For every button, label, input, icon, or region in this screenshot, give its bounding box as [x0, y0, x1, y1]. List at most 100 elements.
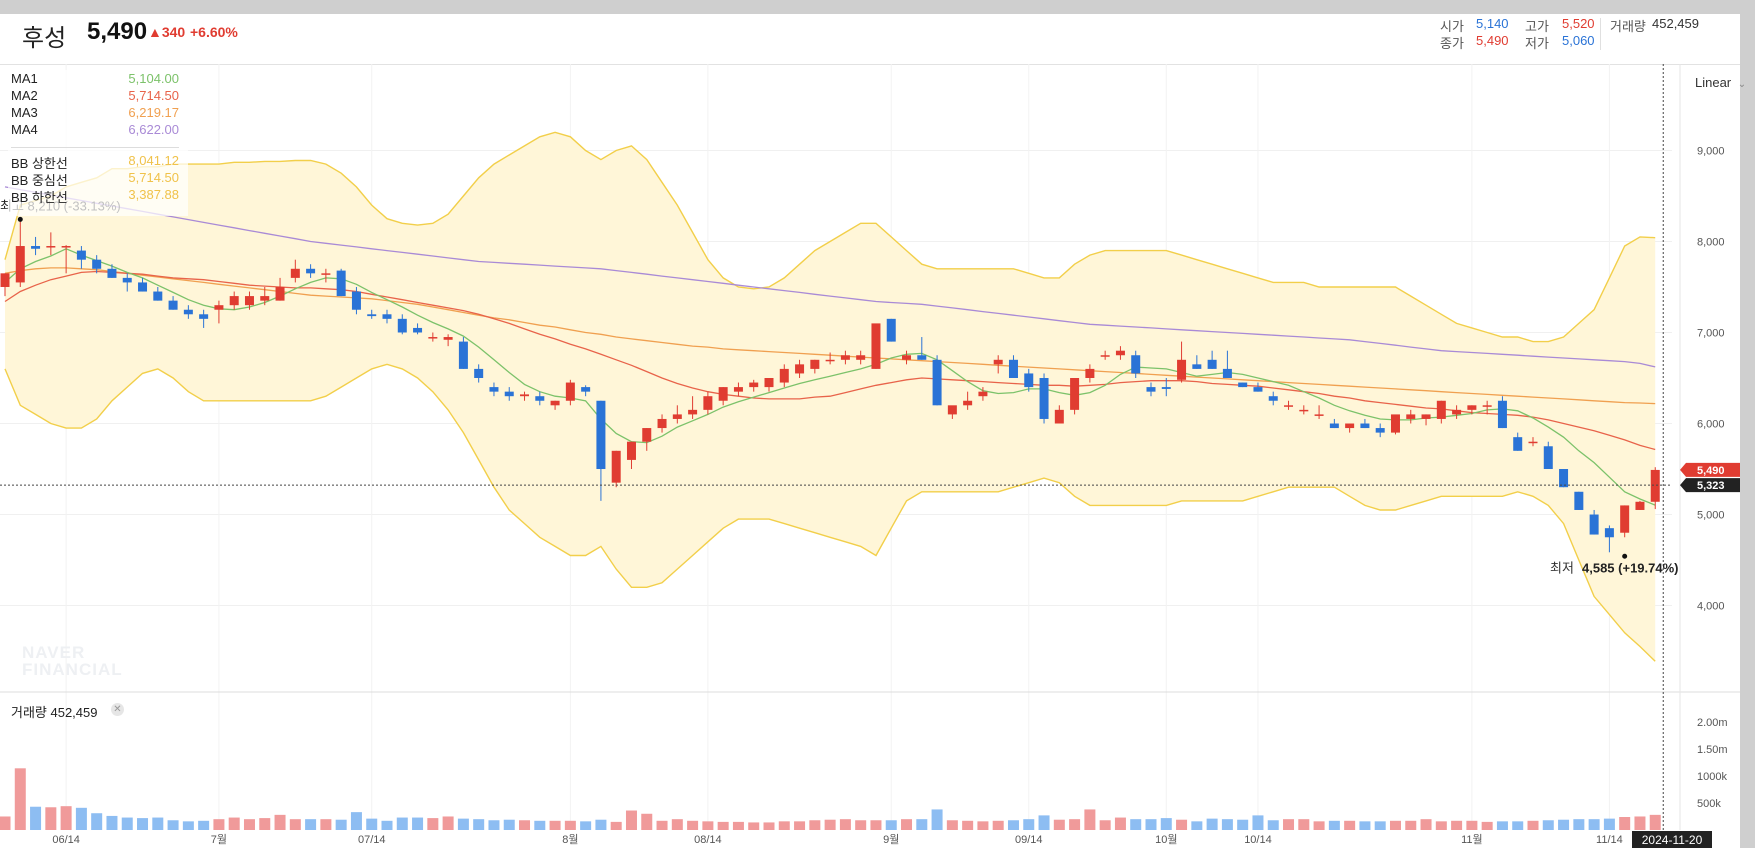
candle-body: [932, 359, 942, 406]
candle-body: [321, 273, 331, 275]
quote-divider: [1600, 18, 1601, 50]
volume-bar: [75, 807, 87, 830]
volume-bar: [717, 821, 729, 830]
volume-bar: [396, 817, 408, 830]
volume-bar: [641, 813, 653, 830]
candle-body: [290, 268, 300, 278]
candle-body: [565, 382, 575, 401]
volume-bar: [289, 819, 301, 830]
candle-body: [1528, 441, 1538, 444]
crosshair-price-tag-label: 5,323: [1697, 480, 1725, 492]
volume-bar: [1558, 819, 1570, 830]
volume-bar: [1206, 818, 1218, 830]
max-marker: [17, 216, 23, 222]
volume-bar: [320, 819, 332, 830]
candle-body: [1253, 387, 1263, 392]
candle-body: [1360, 423, 1370, 429]
volume-bar: [412, 817, 424, 830]
candle-body: [581, 387, 591, 392]
close-icon[interactable]: ✕: [111, 703, 124, 716]
volume-bar: [1084, 809, 1096, 830]
candle-body: [871, 323, 881, 369]
volume-bar: [1007, 820, 1019, 830]
volume-tick-label: 1000k: [1697, 771, 1727, 783]
candle-body: [840, 355, 850, 360]
quote-header: 후성 5,490 ▲340 +6.60% 시가 5,140 고가 5,520 거…: [0, 14, 1740, 65]
volume-bar: [1527, 820, 1539, 830]
volume-bar: [137, 818, 149, 830]
volume-bar: [610, 821, 622, 830]
volume-bar: [1619, 817, 1631, 830]
candle-body: [76, 250, 86, 260]
candle-body: [764, 378, 774, 388]
chevron-down-icon: ⌄: [1737, 79, 1747, 90]
volume-bar: [656, 820, 668, 830]
candle-body: [1497, 400, 1507, 429]
candle-body: [779, 368, 789, 383]
open-label: 시가: [1440, 19, 1464, 34]
price-change: ▲340: [148, 24, 186, 40]
volume-bar: [1114, 817, 1126, 830]
ma4-line: [4, 186, 1656, 368]
volume-bar: [427, 818, 439, 830]
candle-body: [229, 296, 239, 306]
volume-pane-label: 거래량 452,459: [11, 705, 98, 720]
candle-body: [1421, 414, 1431, 419]
bb-lower-line: [4, 363, 1656, 662]
candle-body: [1008, 359, 1018, 378]
date-tick-label: 11/14: [1596, 834, 1623, 846]
volume-bar: [1328, 820, 1340, 830]
candle-body: [688, 409, 698, 415]
candle-body: [138, 282, 148, 292]
date-tick-label: 11월: [1461, 833, 1483, 846]
volume-bar: [1191, 821, 1203, 830]
open-value: 5,140: [1476, 16, 1509, 31]
volume-tick-label: 1.50m: [1697, 744, 1728, 756]
candle-body: [1177, 359, 1187, 380]
candle-body: [1589, 514, 1599, 535]
indicator-legend: [8, 70, 188, 216]
volume-bar: [885, 820, 897, 830]
candle-body: [199, 314, 209, 319]
candle-body: [1070, 378, 1080, 410]
volume-bar: [0, 816, 11, 830]
legend-bb-lower: BB 하한선 3,387.88: [11, 187, 179, 205]
volume-bar: [1496, 821, 1508, 830]
candle-body: [1345, 423, 1355, 429]
volume-bar: [182, 821, 194, 830]
candle-body: [1436, 400, 1446, 419]
volume-bar: [243, 819, 255, 830]
volume-bar: [1237, 819, 1249, 830]
legend-ma1: MA1 5,104.00: [11, 71, 179, 86]
candle-body: [1543, 446, 1553, 470]
candle-body: [306, 268, 316, 274]
candle-body: [1161, 387, 1171, 389]
candle-body: [1131, 355, 1141, 374]
volume-bar: [1313, 821, 1325, 830]
candle-body: [825, 359, 835, 362]
volume-bar: [977, 821, 989, 830]
volume-bar: [916, 819, 928, 830]
candle-body: [810, 359, 820, 369]
candle-body: [214, 305, 224, 310]
scale-dropdown[interactable]: Linear ⌄: [1695, 75, 1747, 90]
price-tick-label: 7,000: [1697, 327, 1725, 339]
volume-bar: [457, 818, 469, 830]
volume-bar: [870, 820, 882, 830]
volume-bar: [687, 820, 699, 830]
date-tick-label: 06/14: [52, 834, 80, 846]
candle-body: [46, 246, 56, 248]
candle-body: [1085, 368, 1095, 378]
volume-bar: [824, 819, 836, 830]
legend-ma4: MA4 6,622.00: [11, 122, 179, 137]
volume-bar: [1588, 819, 1600, 830]
price-tick-label: 6,000: [1697, 419, 1725, 431]
volume-bar: [1451, 820, 1463, 830]
candle-body: [260, 296, 270, 301]
volume-bar: [1038, 815, 1050, 830]
candle-body: [1299, 409, 1309, 412]
min-annotation-prefix: 최저: [1550, 560, 1574, 575]
volume-bar: [503, 819, 515, 830]
volume-bar: [778, 821, 790, 830]
